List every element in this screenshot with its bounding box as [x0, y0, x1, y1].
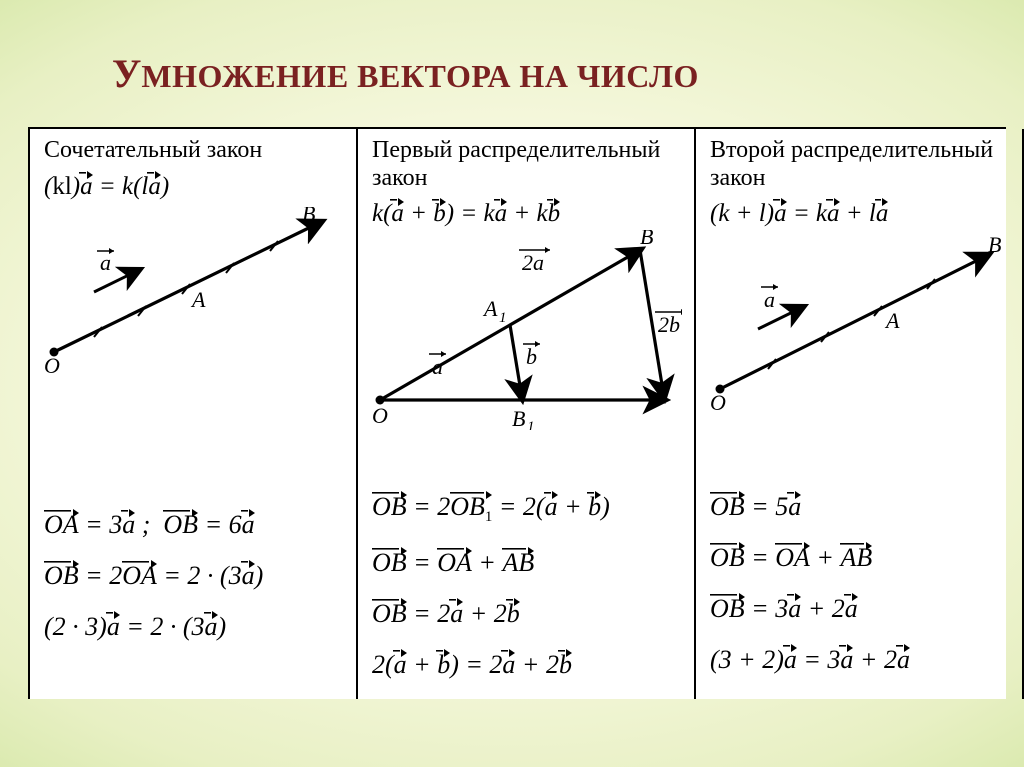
svg-text:2a: 2a	[522, 250, 544, 275]
diagram-1: O A B a	[44, 207, 344, 407]
equations-1: OA = 3a ; OB = 6a OB = 2OA = 2 · (3a) (2…	[44, 499, 263, 662]
eq-2-4: 2(a + b) = 2a + 2b	[372, 649, 610, 678]
svg-text:B: B	[302, 207, 315, 226]
svg-text:O: O	[372, 403, 388, 428]
eq-1-2: OB = 2OA = 2 · (3a)	[44, 560, 263, 589]
equations-2: OB = 2OB1 = 2(a + b) OB = OA + AB OB = 2…	[372, 481, 610, 700]
page-title: УМНОЖЕНИЕ ВЕКТОРА НА ЧИСЛО	[0, 50, 1024, 97]
eq-3-4: (3 + 2)a = 3a + 2a	[710, 644, 910, 673]
main-formula-3: (k + l)a = ka + la	[710, 198, 1010, 226]
law-title-2: Первый распределительный закон	[372, 137, 682, 192]
diagram-2: O A1 B B1 a b 2a 2b	[372, 230, 682, 430]
slide: УМНОЖЕНИЕ ВЕКТОРА НА ЧИСЛО Сочетательный…	[0, 0, 1024, 767]
col-distributive-2: Второй распределительный закон (k + l)a …	[694, 129, 1024, 699]
svg-text:1: 1	[527, 419, 535, 430]
svg-text:B: B	[512, 406, 525, 430]
svg-text:a: a	[432, 354, 443, 379]
eq-1-1: OA = 3a ; OB = 6a	[44, 509, 263, 538]
svg-text:O: O	[44, 353, 60, 378]
col-associative: Сочетательный закон (kl)a = k(la)	[28, 129, 356, 699]
main-formula-2: k(a + b) = ka + kb	[372, 198, 682, 226]
svg-text:A: A	[190, 287, 206, 312]
eq-2-3: OB = 2a + 2b	[372, 598, 610, 627]
eq-1-3: (2 · 3)a = 2 · (3a)	[44, 611, 263, 640]
svg-text:a: a	[764, 287, 775, 312]
main-formula-1: (kl)a = k(la)	[44, 171, 344, 199]
law-title-1: Сочетательный закон	[44, 137, 344, 165]
svg-text:2b: 2b	[658, 312, 680, 337]
equations-3: OB = 5a OB = OA + AB OB = 3a + 2a (3 + 2…	[710, 481, 910, 695]
eq-3-1: OB = 5a	[710, 491, 910, 520]
eq-2-2: OB = OA + AB	[372, 547, 610, 576]
eq-2-1: OB = 2OB1 = 2(a + b)	[372, 491, 610, 525]
law-title-3: Второй распределительный закон	[710, 137, 1010, 192]
laws-table: Сочетательный закон (kl)a = k(la)	[28, 127, 1006, 699]
svg-text:1: 1	[499, 310, 507, 326]
title-rest: МНОЖЕНИЕ ВЕКТОРА НА ЧИСЛО	[141, 58, 698, 94]
svg-text:B: B	[640, 230, 653, 249]
svg-text:O: O	[710, 390, 726, 415]
eq-3-2: OB = OA + AB	[710, 542, 910, 571]
svg-text:A: A	[482, 296, 498, 321]
col-distributive-1: Первый распределительный закон k(a + b) …	[356, 129, 694, 699]
svg-text:A: A	[884, 308, 900, 333]
svg-text:B: B	[988, 234, 1001, 257]
eq-3-3: OB = 3a + 2a	[710, 593, 910, 622]
title-first-letter: У	[112, 51, 141, 96]
diagram-3: O A B a	[710, 234, 1010, 434]
svg-text:b: b	[526, 344, 537, 369]
